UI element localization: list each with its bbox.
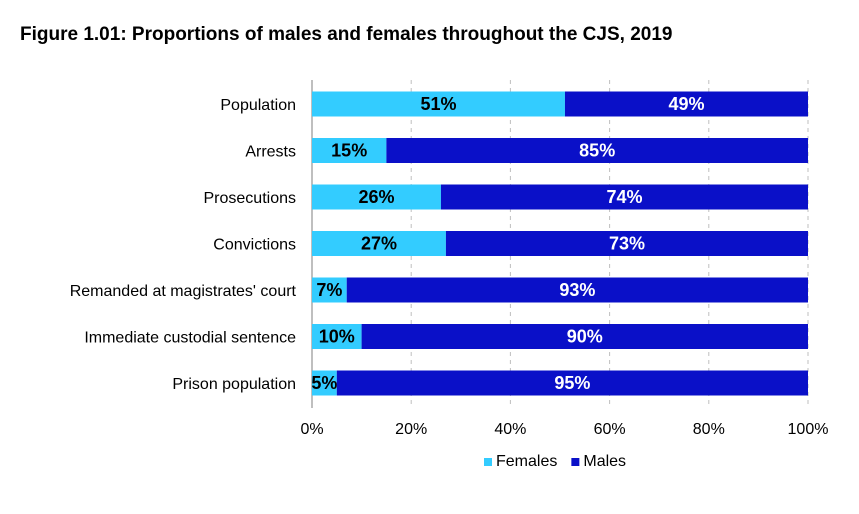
legend: Females Males: [484, 453, 626, 470]
category-labels: Population Arrests Prosecutions Convictions…: [70, 97, 297, 393]
category-label: Arrests: [245, 144, 296, 161]
chart-title: Figure 1.01: Proportions of males and fe…: [20, 24, 673, 45]
bar-segment-males: [564, 91, 808, 117]
category-label: Immediate custodial sentence: [84, 330, 296, 347]
category-label: Population: [220, 97, 296, 114]
data-label: 73%: [609, 234, 645, 254]
x-tick-label: 100%: [788, 421, 829, 438]
bars: 51% 49% 15% 85% 26% 74% 27% 73% 7% 93% 10% 90% 5% 95%: [311, 91, 808, 396]
bar-segment-males: [386, 138, 808, 163]
data-label: 74%: [606, 187, 642, 207]
data-label: 5%: [311, 373, 337, 393]
data-label: 90%: [567, 327, 603, 347]
bar-segment-females: [312, 184, 441, 210]
data-label: 10%: [319, 327, 355, 347]
data-label: 27%: [361, 234, 397, 254]
bar-segment-females: [312, 370, 337, 396]
bar-segment-males: [336, 370, 808, 396]
data-label: 95%: [554, 373, 590, 393]
category-label: Convictions: [213, 237, 296, 254]
x-tick-label: 40%: [494, 421, 526, 438]
bar-segment-males: [346, 277, 808, 303]
legend-swatch: [484, 458, 492, 466]
bar-segment-females: [312, 277, 347, 303]
bar-segment-females: [312, 231, 446, 256]
data-label: 93%: [559, 280, 595, 300]
bar-segment-males: [445, 231, 808, 256]
x-tick-label: 60%: [594, 421, 626, 438]
data-label: 26%: [358, 187, 394, 207]
data-label: 85%: [579, 141, 615, 161]
x-tick-label: 0%: [300, 421, 323, 438]
category-label: Prison population: [172, 376, 296, 393]
legend-label: Males: [583, 453, 626, 470]
data-label: 15%: [331, 141, 367, 161]
data-label: 51%: [420, 94, 456, 114]
legend-swatch: [571, 458, 580, 466]
bar-segment-females: [312, 91, 565, 117]
x-tick-label: 20%: [395, 421, 427, 438]
bar-segment-males: [361, 324, 808, 349]
category-label: Remanded at magistrates' court: [70, 283, 297, 300]
bar-segment-males: [440, 184, 808, 210]
category-label: Prosecutions: [204, 190, 297, 207]
bar-segment-females: [312, 324, 362, 349]
data-label: 7%: [316, 280, 342, 300]
bar-segment-females: [312, 138, 387, 163]
data-label: 49%: [668, 94, 704, 114]
x-tick-label: 80%: [693, 421, 725, 438]
legend-label: Females: [496, 453, 557, 470]
x-axis-ticks: 0% 20% 40% 60% 80% 100%: [300, 421, 828, 438]
